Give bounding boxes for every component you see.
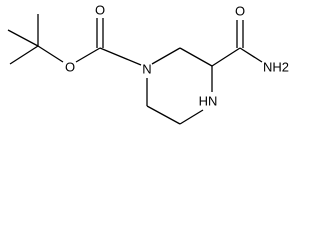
bond (239, 47, 263, 63)
bond (37, 45, 64, 63)
atom-labels: O O N HN O NH2 (65, 2, 289, 108)
structure: O O N HN O NH2 (7, 2, 289, 125)
bond (151, 47, 181, 65)
bond (211, 47, 241, 67)
bonds (7, 14, 263, 125)
bond (9, 45, 39, 65)
atom-label: O (95, 2, 105, 17)
atom-label: HN (199, 93, 218, 108)
bond (179, 109, 204, 125)
bond (179, 47, 213, 67)
bond (7, 29, 39, 47)
bond (146, 105, 181, 125)
atom-label: NH2 (263, 59, 289, 74)
bond (99, 47, 142, 66)
atom-label: O (235, 3, 245, 18)
bond (75, 47, 101, 63)
page: O O N HN O NH2 (() => { const data = JSO… (7, 2, 290, 125)
atom-label: O (65, 59, 75, 74)
atom-label: N (142, 61, 151, 76)
